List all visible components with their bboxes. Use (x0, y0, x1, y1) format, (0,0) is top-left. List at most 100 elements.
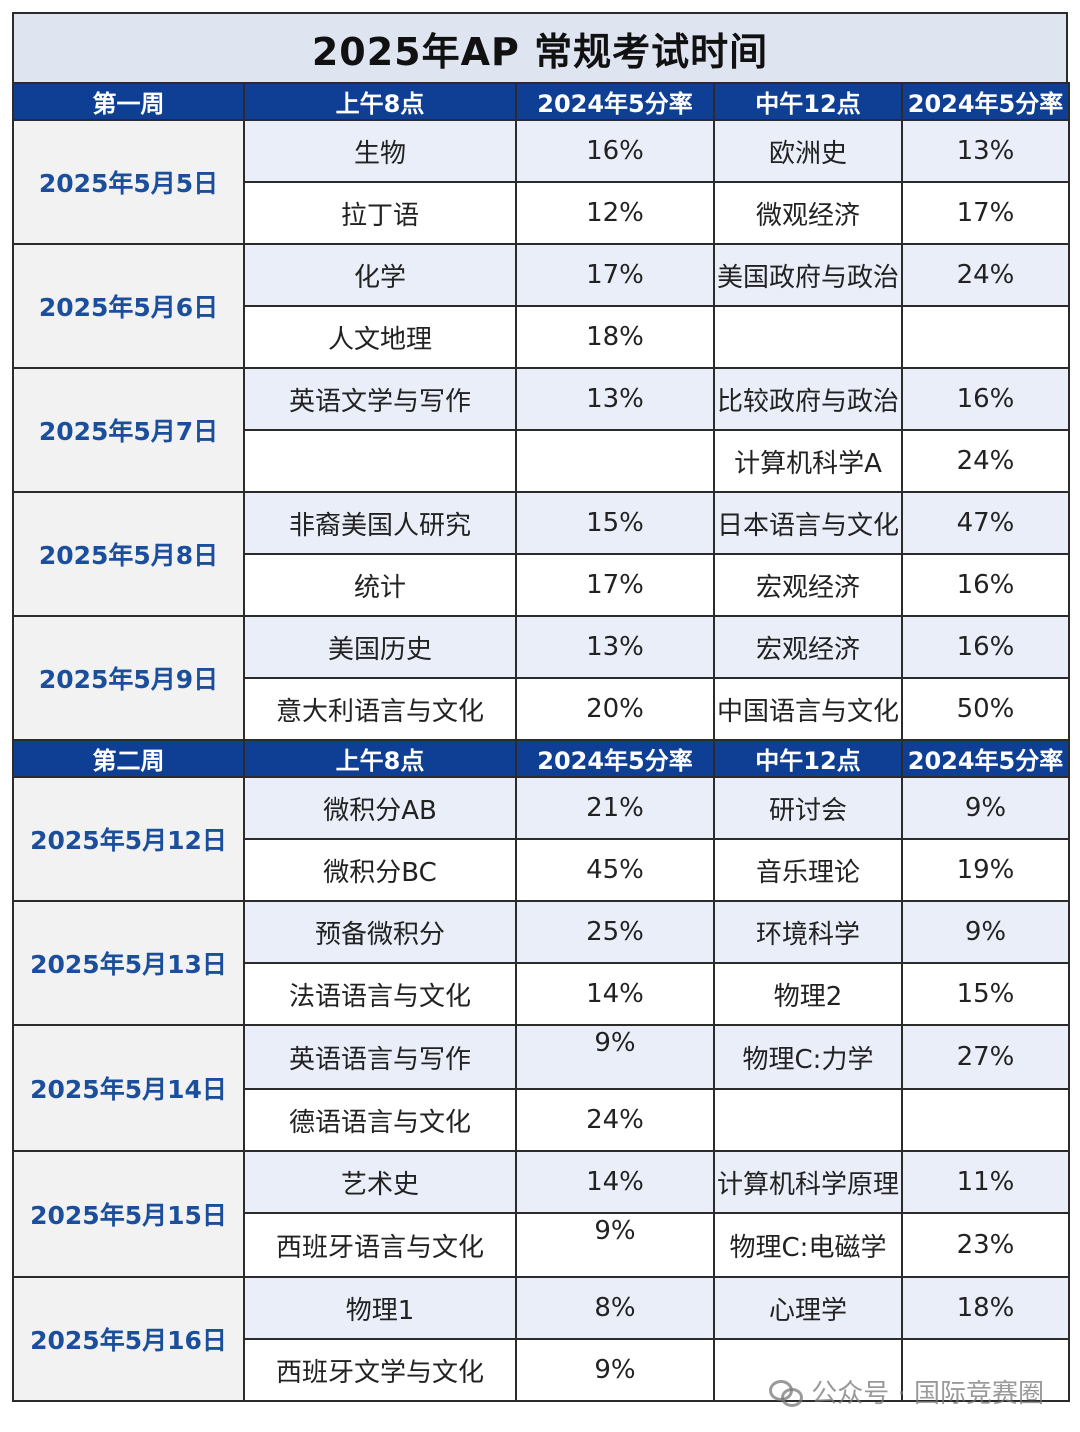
morning-rate-cell: 25% (515, 900, 715, 964)
noon-rate-cell (901, 1338, 1070, 1402)
morning-header: 上午8点 (243, 739, 517, 778)
table-row: 2025年5月9日 美国历史 13% 宏观经济 16% (12, 615, 1070, 741)
noon-rate-cell: 15% (901, 962, 1070, 1026)
noon-subject-cell (713, 1088, 903, 1152)
noon-rate-cell: 19% (901, 838, 1070, 902)
table-row: 2025年5月8日 非裔美国人研究 15% 日本语言与文化 47% (12, 491, 1070, 617)
noon-rate-cell: 23% (901, 1212, 1070, 1278)
table-row: 2025年5月16日 物理1 8% 心理学 18% (12, 1276, 1070, 1402)
morning-subject-cell: 德语语言与文化 (243, 1088, 517, 1152)
noon-rate-cell: 9% (901, 776, 1070, 840)
morning-rate-cell: 18% (515, 305, 715, 369)
noon-rate-cell: 24% (901, 243, 1070, 307)
morning-rate-cell: 13% (515, 615, 715, 679)
morning-rate-cell: 13% (515, 367, 715, 431)
table-row: 2025年5月6日 化学 17% 美国政府与政治 24% (12, 243, 1070, 369)
morning-rate-cell: 8% (515, 1276, 715, 1340)
morning-rate-cell: 12% (515, 181, 715, 245)
morning-subject-cell: 艺术史 (243, 1150, 517, 1214)
morning-subject-cell: 英语文学与写作 (243, 367, 517, 431)
morning-rate-cell: 15% (515, 491, 715, 555)
morning-subject-cell: 西班牙文学与文化 (243, 1338, 517, 1402)
noon-subject-cell: 心理学 (713, 1276, 903, 1340)
noon-subject-cell: 中国语言与文化 (713, 677, 903, 741)
morning-subject-cell: 物理1 (243, 1276, 517, 1340)
noon-rate-header: 2024年5分率 (901, 82, 1070, 121)
morning-rate-cell: 20% (515, 677, 715, 741)
noon-subject-cell (713, 1338, 903, 1402)
date-cell: 2025年5月14日 (12, 1024, 245, 1152)
morning-subject-cell: 西班牙语言与文化 (243, 1212, 517, 1278)
noon-subject-cell: 宏观经济 (713, 553, 903, 617)
noon-rate-cell: 16% (901, 367, 1070, 431)
noon-subject-cell (713, 305, 903, 369)
morning-subject-cell: 化学 (243, 243, 517, 307)
noon-subject-cell: 环境科学 (713, 900, 903, 964)
schedule-sheet: 2025年AP 常规考试时间 第一周 上午8点 2024年5分率 中午12点 2024年… (12, 12, 1070, 1402)
table-row: 2025年5月7日 英语文学与写作 13% 比较政府与政治 16% (12, 367, 1070, 493)
morning-subject-cell: 拉丁语 (243, 181, 517, 245)
morning-rate-cell: 24% (515, 1088, 715, 1152)
noon-subject-cell: 比较政府与政治 (713, 367, 903, 431)
noon-subject-cell: 物理2 (713, 962, 903, 1026)
morning-rate-cell: 9% (515, 1212, 715, 1278)
noon-rate-cell: 50% (901, 677, 1070, 741)
table-row: 2025年5月12日 微积分AB 21% 研讨会 9% (12, 776, 1070, 902)
morning-rate-cell: 17% (515, 553, 715, 617)
table-row: 2025年5月13日 预备微积分 25% 环境科学 9% (12, 900, 1070, 1026)
page-title: 2025年AP 常规考试时间 (12, 12, 1068, 82)
morning-subject-cell: 法语语言与文化 (243, 962, 517, 1026)
watermark-text: 公众号 · 国际竞赛圈 (811, 1379, 1044, 1409)
noon-subject-cell: 物理C:力学 (713, 1024, 903, 1090)
noon-header: 中午12点 (713, 739, 903, 778)
watermark: 公众号 · 国际竞赛圈 (769, 1373, 1044, 1410)
date-cell: 2025年5月15日 (12, 1150, 245, 1278)
exam-schedule-table: 第一周 上午8点 2024年5分率 中午12点 2024年5分率 2025年5月5日 生物 1… (12, 82, 1070, 1402)
morning-subject-cell: 微积分BC (243, 838, 517, 902)
table-row: 统计 17% 宏观经济 16% (13, 553, 1070, 617)
table-row: 西班牙文学与文化 9% (13, 1338, 1070, 1402)
morning-rate-cell: 45% (515, 838, 715, 902)
table-row: 德语语言与文化 24% (13, 1088, 1070, 1152)
table-row: 拉丁语 12% 微观经济 17% (13, 181, 1070, 245)
noon-rate-cell: 47% (901, 491, 1070, 555)
morning-rate-cell: 21% (515, 776, 715, 840)
morning-subject-cell: 微积分AB (243, 776, 517, 840)
table-row: 西班牙语言与文化 9% 物理C:电磁学 23% (13, 1212, 1070, 1278)
morning-subject-cell: 人文地理 (243, 305, 517, 369)
date-cell: 2025年5月7日 (12, 367, 245, 493)
noon-subject-cell: 研讨会 (713, 776, 903, 840)
date-cell: 2025年5月6日 (12, 243, 245, 369)
week-header-row: 第二周 上午8点 2024年5分率 中午12点 2024年5分率 (12, 739, 1070, 778)
noon-rate-cell: 18% (901, 1276, 1070, 1340)
week-label: 第二周 (12, 739, 245, 778)
table-row: 2025年5月14日 英语语言与写作 9% 物理C:力学 27% (12, 1024, 1070, 1152)
morning-rate-header: 2024年5分率 (515, 739, 715, 778)
table-row: 人文地理 18% (13, 305, 1070, 369)
table-row: 意大利语言与文化 20% 中国语言与文化 50% (13, 677, 1070, 741)
noon-rate-cell: 13% (901, 119, 1070, 183)
table-row: 2025年5月5日 生物 16% 欧洲史 13% (12, 119, 1070, 245)
table-row: 计算机科学A 24% (13, 429, 1070, 493)
noon-subject-cell: 计算机科学A (713, 429, 903, 493)
date-cell: 2025年5月8日 (12, 491, 245, 617)
table-row: 微积分BC 45% 音乐理论 19% (13, 838, 1070, 902)
noon-rate-cell: 9% (901, 900, 1070, 964)
noon-subject-cell: 音乐理论 (713, 838, 903, 902)
noon-rate-header: 2024年5分率 (901, 739, 1070, 778)
wechat-icon (769, 1378, 804, 1407)
morning-header: 上午8点 (243, 82, 517, 121)
date-cell: 2025年5月9日 (12, 615, 245, 741)
morning-rate-cell: 14% (515, 962, 715, 1026)
morning-subject-cell: 美国历史 (243, 615, 517, 679)
morning-subject-cell: 预备微积分 (243, 900, 517, 964)
table-row: 2025年5月15日 艺术史 14% 计算机科学原理 11% (12, 1150, 1070, 1278)
morning-subject-cell: 统计 (243, 553, 517, 617)
morning-subject-cell: 生物 (243, 119, 517, 183)
morning-subject-cell (243, 429, 517, 493)
noon-rate-cell (901, 305, 1070, 369)
week-header-row: 第一周 上午8点 2024年5分率 中午12点 2024年5分率 (12, 82, 1070, 121)
noon-rate-cell: 11% (901, 1150, 1070, 1214)
morning-rate-cell: 16% (515, 119, 715, 183)
morning-rate-cell: 14% (515, 1150, 715, 1214)
